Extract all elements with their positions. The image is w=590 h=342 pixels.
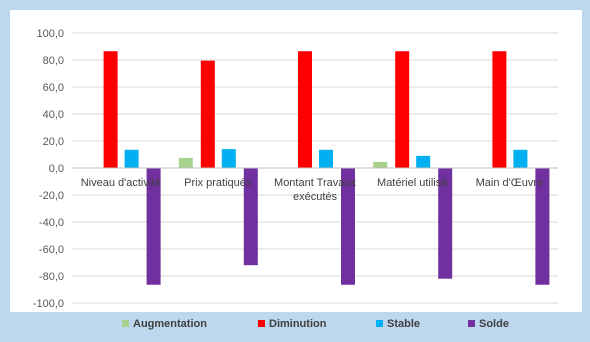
legend-item-diminution: Diminution: [258, 318, 327, 330]
y-tick-label: 80,0: [43, 55, 64, 67]
bar-solde: [146, 168, 161, 285]
legend-label: Solde: [479, 318, 509, 330]
bar-augmentation: [178, 157, 193, 168]
y-tick-label: -100,0: [33, 298, 64, 310]
y-tick-label: -40,0: [39, 217, 64, 229]
legend-swatch: [376, 320, 383, 327]
bar-solde: [243, 168, 258, 266]
x-axis-category-labels: Niveau d'activité Prix pratiqués Montant T…: [81, 177, 543, 203]
legend-item-augmentation: Augmentation: [122, 318, 207, 330]
legend-label: Diminution: [269, 318, 327, 330]
y-tick-label: 100,0: [36, 28, 64, 40]
x-category-label: Montant Travaux exécutés: [274, 177, 356, 203]
bar-diminution: [103, 51, 118, 168]
legend-label: Stable: [387, 318, 420, 330]
y-tick-label: -20,0: [39, 190, 64, 202]
bar-stable: [416, 155, 431, 168]
x-category-label: Main d'Œuvre: [476, 177, 544, 189]
y-tick-label: -80,0: [39, 271, 64, 283]
legend-swatch: [258, 320, 265, 327]
legend-label: Augmentation: [133, 318, 207, 330]
legend-item-solde: Solde: [468, 318, 509, 330]
y-tick-label: -60,0: [39, 244, 64, 256]
bar-stable: [319, 149, 333, 168]
y-tick-label: 20,0: [43, 136, 64, 148]
bars: [103, 51, 550, 285]
bar-stable: [221, 149, 236, 168]
y-axis-tick-labels: 100,0 80,0 60,0 40,0 20,0 0,0 -20,0 -40,0 -60,0 -…: [33, 28, 64, 310]
y-tick-label: 0,0: [49, 163, 64, 175]
bar-augmentation: [373, 161, 388, 168]
bar-stable: [124, 149, 139, 168]
bar-solde: [438, 168, 453, 279]
legend: Augmentation Diminution Stable Solde: [122, 318, 509, 330]
bar-diminution: [492, 51, 507, 168]
x-category-label: Matériel utilisé: [377, 177, 447, 189]
legend-swatch: [468, 320, 475, 327]
bar-stable: [513, 149, 528, 168]
legend-swatch: [122, 320, 129, 327]
bar-solde: [535, 168, 550, 285]
bar-diminution: [395, 51, 410, 168]
bar-solde: [341, 168, 355, 285]
legend-item-stable: Stable: [376, 318, 420, 330]
bar-diminution: [298, 51, 312, 168]
x-category-label: Niveau d'activité: [81, 177, 161, 189]
y-tick-label: 60,0: [43, 82, 64, 94]
y-tick-label: 40,0: [43, 109, 64, 121]
bar-diminution: [200, 60, 215, 168]
x-category-label: Prix pratiqués: [184, 177, 252, 189]
